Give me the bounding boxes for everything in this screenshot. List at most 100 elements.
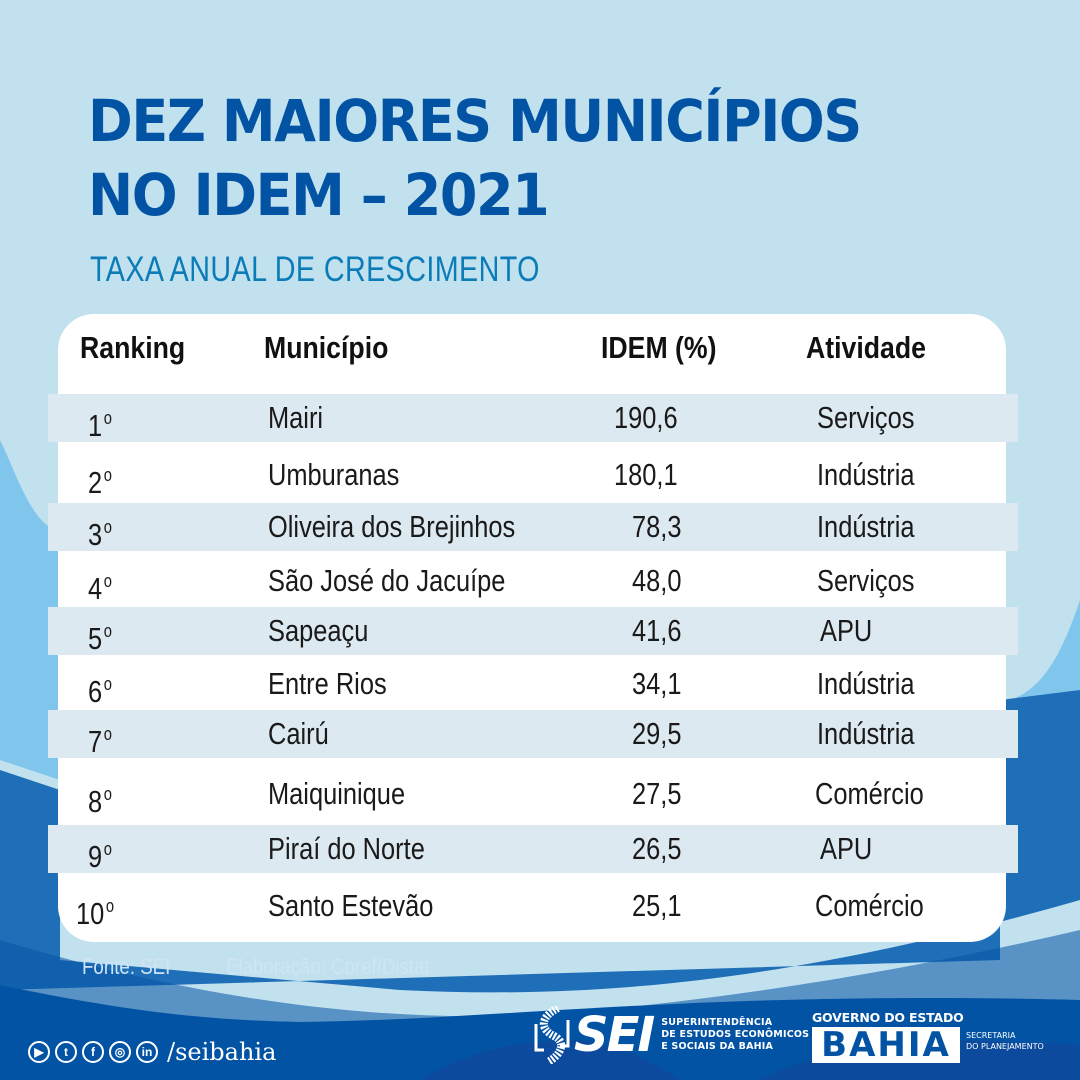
rank-cell: 4o [88, 556, 112, 614]
idem-cell: 34,1 [632, 666, 682, 701]
idem-cell: 190,6 [614, 400, 678, 435]
column-header-ranking: Ranking [80, 330, 186, 365]
rank-cell: 7o [88, 710, 112, 766]
atividade-cell: Indústria [817, 509, 915, 544]
gov-sec-line-1: SECRETARIA [966, 1031, 1016, 1040]
gov-sec-line-2: DO PLANEJAMENTO [966, 1042, 1044, 1051]
column-header-atividade: Atividade [806, 330, 926, 365]
table-row: 7o Cairú 29,5 Indústria [48, 710, 1018, 759]
municipio-cell: Mairi [268, 400, 324, 435]
municipio-cell: Sapeaçu [268, 613, 369, 648]
governo-bahia-logo: GOVERNO DO ESTADO BAHIA SECRETARIA DO PL… [812, 1010, 1044, 1063]
table-row: 4o São José do Jacuípe 48,0 Serviços [48, 556, 1018, 606]
atividade-cell: Indústria [817, 716, 915, 751]
municipio-cell: Cairú [268, 716, 329, 751]
sei-desc-line-3: E SOCIAIS DA BAHIA [661, 1041, 774, 1052]
idem-cell: 29,5 [632, 716, 682, 751]
atividade-cell: Serviços [817, 400, 915, 435]
ordinal-indicator: o [103, 724, 112, 744]
rank-cell: 2o [88, 449, 112, 509]
atividade-cell: APU [820, 831, 873, 866]
wave-right-light [1010, 600, 1080, 700]
sei-logo-description: SUPERINTENDÊNCIA DE ESTUDOS ECONÔMICOS E… [661, 1017, 809, 1053]
idem-cell: 25,1 [632, 888, 682, 923]
ordinal-indicator: o [103, 784, 112, 804]
rank-cell: 9o [88, 825, 112, 881]
rank-number: 8 [88, 784, 103, 819]
gov-logo-secretaria: SECRETARIA DO PLANEJAMENTO [966, 1030, 1044, 1052]
rank-cell: 6o [88, 659, 112, 717]
atividade-cell: Indústria [817, 666, 915, 701]
elaboration-note: Elaboração: Coref/Distat [226, 954, 430, 979]
social-links: ▶ t f ◎ in /seibahia [28, 1038, 276, 1066]
column-header-municipio: Município [264, 330, 389, 365]
rank-cell: 8o [88, 764, 112, 832]
idem-cell: 27,5 [632, 776, 682, 811]
municipio-cell: Entre Rios [268, 666, 387, 701]
title-line-2: NO IDEM – 2021 [88, 161, 550, 229]
rank-number: 9 [88, 839, 103, 874]
rank-number: 6 [88, 674, 103, 709]
page-subtitle: TAXA ANUAL DE CRESCIMENTO [90, 250, 540, 289]
ordinal-indicator: o [103, 571, 112, 591]
source-note: Fonte: SEI [82, 954, 171, 979]
idem-cell: 78,3 [632, 509, 682, 544]
table-row: 1o Mairi 190,6 Serviços [48, 394, 1018, 443]
sei-logo-word: SEI [574, 1007, 655, 1063]
ordinal-indicator: o [103, 517, 112, 537]
municipio-cell: Oliveira dos Brejinhos [268, 509, 516, 544]
municipio-cell: Piraí do Norte [268, 831, 425, 866]
social-handle[interactable]: /seibahia [167, 1038, 277, 1066]
ordinal-indicator: o [105, 896, 115, 916]
instagram-icon[interactable]: ◎ [109, 1041, 131, 1063]
linkedin-icon[interactable]: in [136, 1041, 158, 1063]
ordinal-indicator: o [103, 465, 112, 485]
table-row: 6o Entre Rios 34,1 Indústria [48, 659, 1018, 709]
page-title: DEZ MAIORES MUNICÍPIOS NO IDEM – 2021 [88, 84, 862, 232]
table-row: 5o Sapeaçu 41,6 APU [48, 607, 1018, 656]
ordinal-indicator: o [103, 839, 112, 859]
table-row: 2o Umburanas 180,1 Indústria [48, 449, 1018, 501]
idem-cell: 26,5 [632, 831, 682, 866]
table-row: 8o Maiquinique 27,5 Comércio [48, 764, 1018, 824]
atividade-cell: Serviços [817, 563, 915, 598]
idem-cell: 180,1 [614, 457, 678, 492]
title-line-1: DEZ MAIORES MUNICÍPIOS [88, 87, 862, 155]
ordinal-indicator: o [103, 674, 112, 694]
idem-cell: 48,0 [632, 563, 682, 598]
gov-logo-bahia: BAHIA [812, 1027, 960, 1063]
idem-cell: 41,6 [632, 613, 682, 648]
rank-number: 10 [76, 896, 105, 931]
municipio-cell: Maiquinique [268, 776, 406, 811]
sei-logo-mark-icon [534, 1006, 570, 1064]
youtube-icon[interactable]: ▶ [28, 1041, 50, 1063]
rank-cell: 10o [76, 878, 114, 942]
sei-logo: SEI SUPERINTENDÊNCIA DE ESTUDOS ECONÔMIC… [532, 1006, 809, 1064]
sei-desc-line-2: DE ESTUDOS ECONÔMICOS [661, 1029, 810, 1040]
atividade-cell: Indústria [817, 457, 915, 492]
rank-number: 7 [88, 724, 103, 759]
ordinal-indicator: o [103, 621, 112, 641]
column-header-idem: IDEM (%) [601, 330, 717, 365]
twitter-icon[interactable]: t [55, 1041, 77, 1063]
table-row: 3o Oliveira dos Brejinhos 78,3 Indústria [48, 503, 1018, 552]
rank-number: 4 [88, 571, 103, 606]
atividade-cell: Comércio [815, 888, 924, 923]
rank-number: 5 [88, 621, 103, 656]
rank-cell: 5o [88, 607, 112, 663]
municipio-cell: Santo Estevão [268, 888, 434, 923]
ordinal-indicator: o [103, 408, 112, 428]
rank-number: 3 [88, 517, 103, 552]
rank-cell: 1o [88, 394, 112, 450]
rank-number: 1 [88, 408, 103, 443]
rank-cell: 3o [88, 503, 112, 559]
municipio-cell: Umburanas [268, 457, 400, 492]
municipio-cell: São José do Jacuípe [268, 563, 506, 598]
facebook-icon[interactable]: f [82, 1041, 104, 1063]
table-row: 10o Santo Estevão 25,1 Comércio [48, 878, 1018, 934]
sei-desc-line-1: SUPERINTENDÊNCIA [661, 1017, 773, 1028]
atividade-cell: APU [820, 613, 873, 648]
table-row: 9o Piraí do Norte 26,5 APU [48, 825, 1018, 874]
